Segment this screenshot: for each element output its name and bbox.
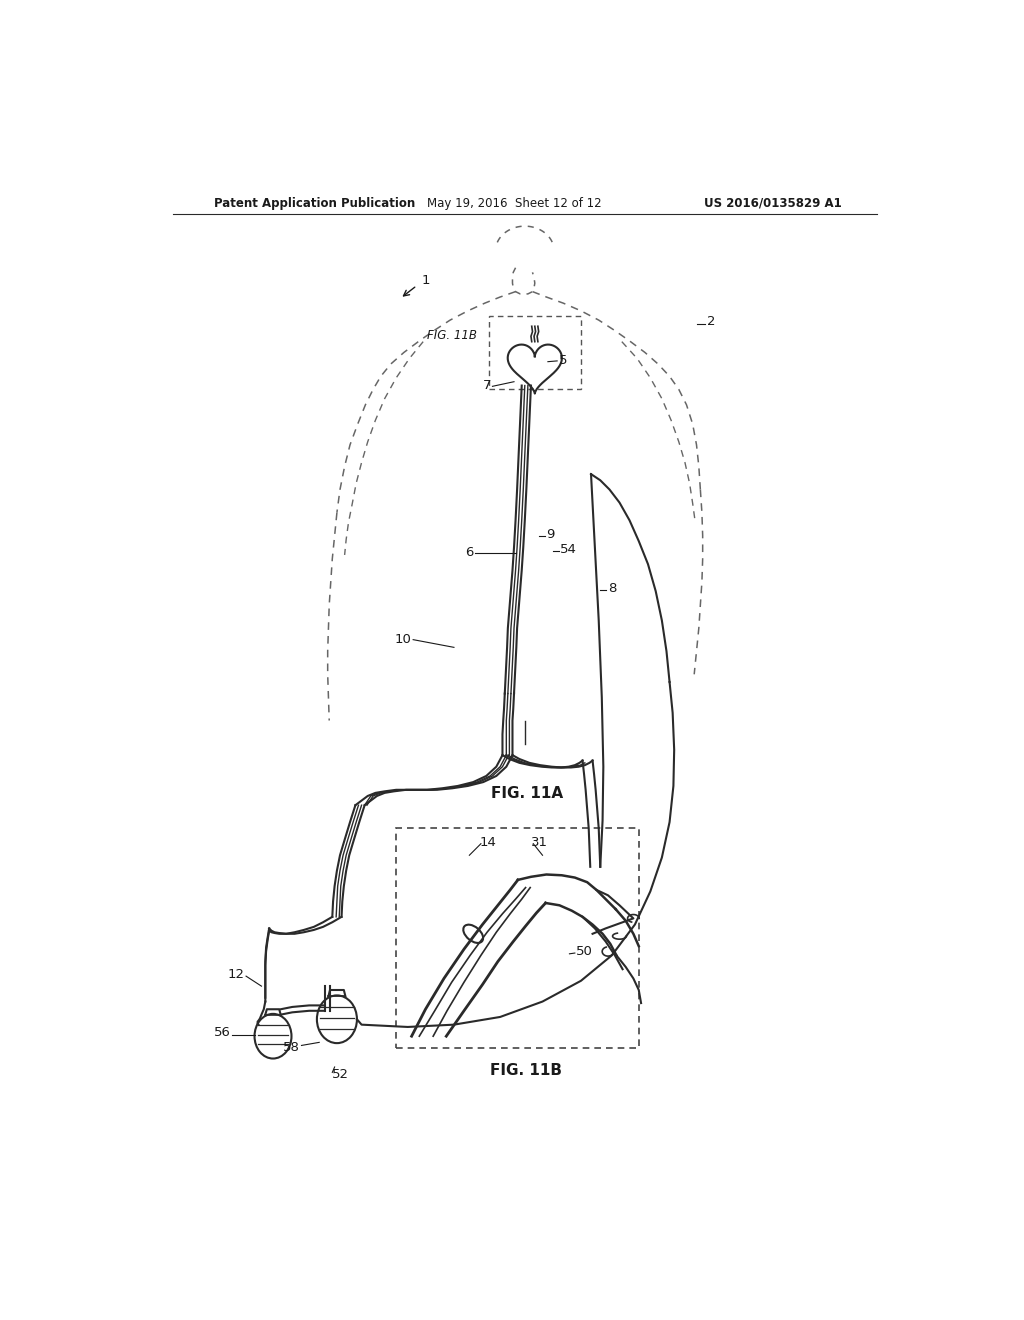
- Text: 1: 1: [422, 273, 430, 286]
- Text: 14: 14: [479, 836, 497, 849]
- Text: FIG. 11B: FIG. 11B: [427, 329, 477, 342]
- Text: 7: 7: [482, 379, 490, 392]
- Text: 12: 12: [227, 968, 245, 981]
- Bar: [396, 829, 639, 1048]
- Text: 56: 56: [214, 1026, 230, 1039]
- Text: 58: 58: [283, 1041, 300, 1055]
- Text: 54: 54: [560, 543, 578, 556]
- Text: May 19, 2016  Sheet 12 of 12: May 19, 2016 Sheet 12 of 12: [427, 197, 602, 210]
- Text: 9: 9: [547, 528, 555, 541]
- Text: FIG. 11B: FIG. 11B: [490, 1064, 562, 1078]
- Text: 50: 50: [575, 945, 593, 958]
- Text: 10: 10: [394, 634, 412, 647]
- Text: 6: 6: [465, 546, 473, 560]
- Text: 5: 5: [559, 354, 567, 367]
- Text: Patent Application Publication: Patent Application Publication: [214, 197, 415, 210]
- Text: 31: 31: [531, 836, 548, 849]
- Text: US 2016/0135829 A1: US 2016/0135829 A1: [705, 197, 842, 210]
- Text: 8: 8: [608, 582, 616, 594]
- Text: FIG. 11A: FIG. 11A: [490, 787, 563, 801]
- Text: 2: 2: [707, 315, 715, 329]
- Bar: [488, 317, 581, 389]
- Text: 52: 52: [333, 1068, 349, 1081]
